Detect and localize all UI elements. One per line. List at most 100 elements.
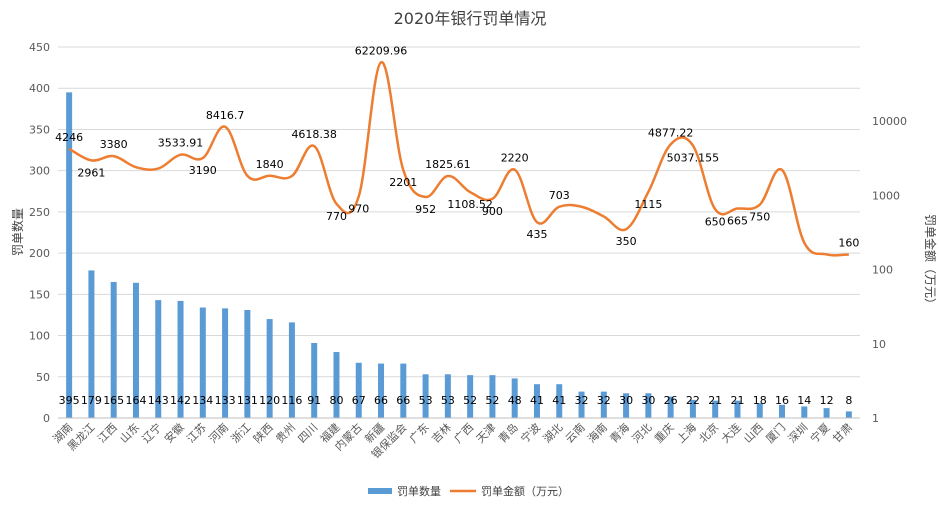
bar-value-label: 80	[329, 394, 343, 407]
bar-value-label: 133	[215, 394, 236, 407]
bar-value-label: 165	[103, 394, 124, 407]
bar-value-label: 116	[281, 394, 302, 407]
bar	[779, 404, 786, 418]
bar	[645, 393, 652, 418]
bar	[556, 384, 563, 418]
left-axis: 0 50 100 150 200 250 300 350 400 450	[29, 41, 50, 425]
bar-value-label: 66	[374, 394, 388, 407]
bar-value-label: 26	[664, 394, 678, 407]
bar	[378, 363, 385, 418]
bar	[266, 319, 273, 418]
bar	[177, 300, 184, 418]
bar-value-label: 67	[352, 394, 366, 407]
line-value-label: 1115	[634, 198, 662, 211]
y-left-tick-label: 350	[29, 123, 50, 136]
bar-data-labels: 395 179 165 164 143 142 134 133 131 120 116 91 80 67 6…	[59, 394, 853, 407]
bar-value-label: 48	[508, 394, 522, 407]
line-value-label: 2201	[389, 176, 417, 189]
gridlines	[58, 46, 860, 419]
bar-value-label: 30	[619, 394, 633, 407]
bar	[444, 374, 451, 418]
bar	[333, 352, 340, 418]
y-right-tick-label: 10	[872, 338, 886, 351]
bar-value-label: 8	[845, 394, 852, 407]
bar	[155, 300, 162, 418]
bar-value-label: 14	[797, 394, 811, 407]
line-value-label: 3380	[100, 138, 128, 151]
y-axis-left-label: 罚单数量	[10, 208, 25, 256]
y-right-tick-label: 100	[872, 264, 893, 277]
y-right-tick-label: 10000	[872, 115, 907, 128]
right-axis: 1 10 100 1000 10000	[872, 115, 907, 425]
line-value-label: 750	[749, 211, 770, 224]
bar	[422, 374, 429, 418]
line-value-label: 650	[705, 215, 726, 228]
bar-value-label: 32	[575, 394, 589, 407]
line-value-label: 665	[727, 215, 748, 228]
bar	[533, 384, 540, 418]
bar-value-label: 22	[686, 394, 700, 407]
bar	[244, 309, 251, 418]
line-value-label: 3533.91	[158, 137, 204, 150]
line-value-label: 4618.38	[291, 128, 337, 141]
y-right-tick-label: 1000	[872, 189, 900, 202]
bar	[600, 391, 607, 418]
bar	[467, 375, 474, 418]
line-value-label: 435	[526, 228, 547, 241]
chart-title: 2020年银行罚单情况	[394, 9, 547, 28]
line-value-label: 770	[326, 210, 347, 223]
bar-value-label: 120	[259, 394, 280, 407]
line-value-label: 350	[616, 235, 637, 248]
bar	[734, 400, 741, 418]
bar-value-label: 53	[419, 394, 433, 407]
y-left-tick-label: 50	[36, 371, 50, 384]
bar	[489, 375, 496, 418]
line-value-label: 62209.96	[355, 44, 408, 57]
bar-value-label: 142	[170, 394, 191, 407]
bar	[756, 403, 763, 418]
legend: 罚单数量 罚单金额（万元）	[368, 484, 569, 498]
bar-value-label: 12	[820, 394, 834, 407]
bar-value-label: 21	[708, 394, 722, 407]
bar-value-label: 395	[59, 394, 80, 407]
y-left-tick-label: 400	[29, 82, 50, 95]
legend-label-bar: 罚单数量	[397, 485, 441, 498]
bar	[712, 400, 719, 418]
y-axis-right-label: 罚单金额（万元）	[923, 214, 938, 310]
bar	[66, 92, 73, 418]
line-value-label: 8416.7	[206, 109, 245, 122]
bar	[88, 270, 95, 418]
bar-value-label: 18	[753, 394, 767, 407]
line-value-label: 3190	[189, 164, 217, 177]
bar	[222, 308, 229, 418]
bar-value-label: 41	[552, 394, 566, 407]
bar	[311, 342, 318, 418]
line-value-label: 4877.22	[648, 126, 694, 139]
line-value-label: 703	[549, 189, 570, 202]
bar	[667, 396, 674, 418]
bar-value-label: 164	[125, 394, 146, 407]
line-value-label: 2220	[501, 152, 529, 165]
line-value-label: 970	[348, 202, 369, 215]
bar	[110, 281, 117, 418]
line-value-label: 1108.52	[447, 198, 493, 211]
line-value-label: 5037.155	[667, 152, 720, 165]
line-value-label: 952	[415, 203, 436, 216]
bar	[689, 399, 696, 418]
bar	[511, 378, 518, 418]
bar	[288, 322, 295, 418]
bar-value-label: 32	[597, 394, 611, 407]
bar-value-label: 30	[641, 394, 655, 407]
y-left-tick-label: 0	[43, 412, 50, 425]
y-left-tick-label: 300	[29, 165, 50, 178]
bar-value-label: 179	[81, 394, 102, 407]
bar	[823, 408, 830, 418]
line-value-label: 160	[838, 236, 859, 249]
line-data-labels: 4246 2961 3380 3533.91 3190 8416.7 1840 4618.38…	[55, 44, 859, 249]
y-right-tick-label: 1	[872, 412, 879, 425]
bar-series	[66, 92, 852, 418]
legend-swatch-bar	[368, 488, 392, 494]
y-left-tick-label: 200	[29, 247, 50, 260]
